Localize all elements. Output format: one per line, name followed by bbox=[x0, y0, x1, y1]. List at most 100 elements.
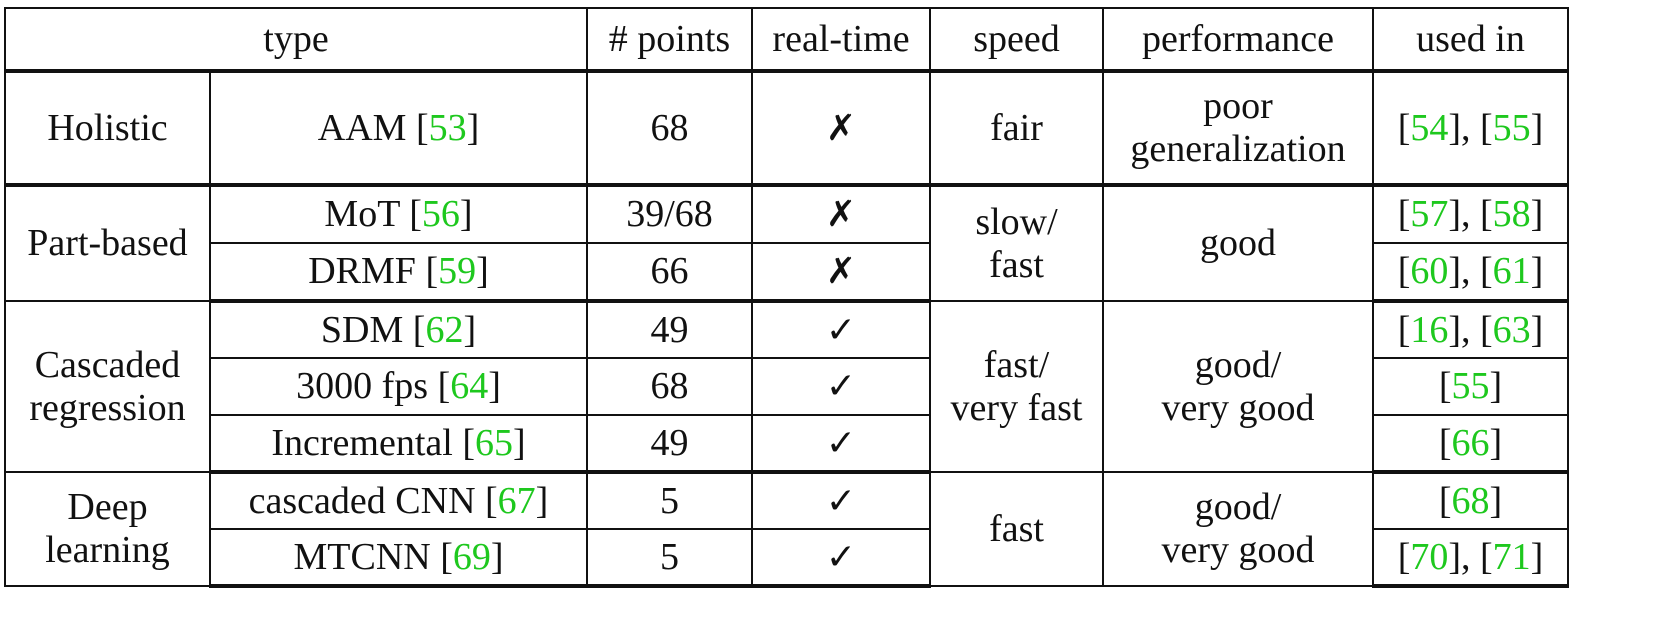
type-category-line: Deep bbox=[67, 486, 148, 529]
method-name: MTCNN bbox=[293, 535, 431, 578]
performance-line: generalization bbox=[1130, 128, 1346, 170]
cross-mark-icon: ✗ bbox=[825, 194, 857, 236]
speed-line: fast bbox=[989, 507, 1044, 550]
method-cell: 3000 fps [64] bbox=[209, 357, 588, 416]
citation-ref: 68 bbox=[1451, 479, 1490, 522]
header-used-in: used in bbox=[1372, 7, 1569, 73]
table-row: 3000 fps [64] 68 ✓ [55] bbox=[5, 357, 1569, 416]
method-cell: Incremental [65] bbox=[209, 414, 588, 474]
type-category-line: regression bbox=[29, 386, 186, 429]
performance-line: good/ bbox=[1194, 343, 1282, 386]
realtime-cell: ✓ bbox=[751, 528, 931, 588]
check-mark-icon: ✓ bbox=[825, 536, 857, 578]
method-name: 3000 fps bbox=[296, 365, 429, 408]
speed-line: very fast bbox=[950, 386, 1083, 429]
used-in-cell: [66] bbox=[1372, 414, 1569, 474]
performance-cell: poor generalization bbox=[1102, 70, 1374, 187]
citation-ref: 56 bbox=[421, 193, 460, 236]
method-cell: MoT [56] bbox=[209, 184, 588, 244]
points-cell: 5 bbox=[586, 528, 753, 588]
type-category-line: Part-based bbox=[27, 222, 188, 265]
performance-line: very good bbox=[1161, 386, 1315, 429]
realtime-cell: ✗ bbox=[751, 70, 931, 187]
table-row: DRMF [59] 66 ✗ [60], [61] bbox=[5, 242, 1569, 303]
performance-line: good bbox=[1200, 222, 1276, 265]
performance-line: good/ bbox=[1194, 486, 1282, 529]
citation-ref: 67 bbox=[497, 479, 536, 522]
landmark-methods-table: type # points real-time speed performanc… bbox=[4, 7, 1569, 588]
method-cell: AAM [53] bbox=[209, 70, 588, 187]
speed-cell: slow/fast bbox=[929, 184, 1104, 302]
speed-cell: fast bbox=[929, 471, 1104, 587]
header-performance: performance bbox=[1102, 7, 1374, 73]
citation-ref: 65 bbox=[474, 421, 513, 464]
header-points: # points bbox=[586, 7, 753, 73]
used-in-cell: [54], [55] bbox=[1372, 70, 1569, 187]
table-row: Part-based MoT [56] 39/68 ✗ slow/fast good [57… bbox=[4, 184, 1569, 302]
citation-ref: 69 bbox=[452, 535, 491, 578]
citation-ref: 62 bbox=[425, 308, 464, 351]
citation-ref: 70 bbox=[1410, 535, 1449, 578]
citation-ref: 57 bbox=[1410, 193, 1449, 236]
check-mark-icon: ✓ bbox=[825, 309, 857, 351]
citation-ref: 64 bbox=[450, 365, 489, 408]
points-cell: 49 bbox=[586, 300, 753, 359]
realtime-cell: ✓ bbox=[751, 471, 931, 530]
type-category-cell: Deep learning bbox=[4, 471, 211, 587]
points-cell: 66 bbox=[586, 242, 753, 303]
points-cell: 5 bbox=[586, 471, 753, 530]
realtime-cell: ✓ bbox=[751, 414, 931, 474]
speed-line: slow/ bbox=[975, 200, 1058, 243]
used-in-cell: [60], [61] bbox=[1372, 242, 1569, 303]
speed-line: fair bbox=[990, 106, 1043, 149]
type-category-line: Holistic bbox=[47, 106, 168, 149]
table-row: MTCNN [69] 5 ✓ [70], [71] bbox=[5, 528, 1569, 588]
type-category-cell: Cascaded regression bbox=[4, 300, 211, 473]
type-category-cell: Holistic bbox=[4, 70, 211, 187]
type-category-cell: Part-based bbox=[4, 184, 211, 302]
used-in-cell: [16], [63] bbox=[1372, 300, 1569, 359]
table-row: Deep learning cascaded CNN [67] 5 ✓ fast good/… bbox=[4, 471, 1569, 587]
citation-ref: 55 bbox=[1451, 365, 1490, 408]
performance-line: very good bbox=[1161, 529, 1315, 571]
method-cell: cascaded CNN [67] bbox=[209, 471, 588, 530]
realtime-cell: ✗ bbox=[751, 184, 931, 244]
performance-cell: good/very good bbox=[1102, 300, 1374, 473]
performance-cell: good/very good bbox=[1102, 471, 1374, 587]
citation-ref: 55 bbox=[1492, 106, 1531, 149]
method-name: Incremental bbox=[271, 421, 453, 464]
header-type: type bbox=[4, 7, 588, 73]
citation-ref: 53 bbox=[428, 106, 467, 149]
speed-line: fast bbox=[989, 243, 1044, 286]
method-cell: SDM [62] bbox=[209, 300, 588, 359]
landmark-methods-table-container: type # points real-time speed performanc… bbox=[4, 7, 1569, 588]
used-in-cell: [68] bbox=[1372, 471, 1569, 530]
method-name: MoT bbox=[324, 193, 400, 236]
points-cell: 39/68 bbox=[586, 184, 753, 244]
check-mark-icon: ✓ bbox=[825, 366, 857, 408]
citation-ref: 61 bbox=[1492, 250, 1531, 293]
citation-ref: 63 bbox=[1492, 308, 1531, 351]
realtime-cell: ✓ bbox=[751, 300, 931, 359]
method-name: DRMF bbox=[308, 250, 416, 293]
method-name: AAM bbox=[317, 106, 407, 149]
citation-ref: 60 bbox=[1410, 250, 1449, 293]
type-category-line: Cascaded bbox=[34, 343, 181, 386]
table-row: Holistic AAM [53] 68 ✗ fair poor generalizatio… bbox=[4, 70, 1569, 187]
type-category-line: learning bbox=[45, 529, 170, 571]
check-mark-icon: ✓ bbox=[825, 480, 857, 522]
cross-mark-icon: ✗ bbox=[825, 251, 857, 293]
used-in-cell: [57], [58] bbox=[1372, 184, 1569, 244]
speed-line: fast/ bbox=[983, 343, 1050, 386]
performance-cell: good bbox=[1102, 184, 1374, 302]
realtime-cell: ✗ bbox=[751, 242, 931, 303]
points-cell: 68 bbox=[586, 70, 753, 187]
cross-mark-icon: ✗ bbox=[825, 107, 857, 149]
citation-ref: 16 bbox=[1410, 308, 1449, 351]
header-row: type # points real-time speed performanc… bbox=[4, 7, 1569, 73]
header-realtime: real-time bbox=[751, 7, 931, 73]
citation-ref: 54 bbox=[1410, 106, 1449, 149]
method-name: SDM bbox=[320, 308, 404, 351]
used-in-cell: [70], [71] bbox=[1372, 528, 1569, 588]
realtime-cell: ✓ bbox=[751, 357, 931, 416]
